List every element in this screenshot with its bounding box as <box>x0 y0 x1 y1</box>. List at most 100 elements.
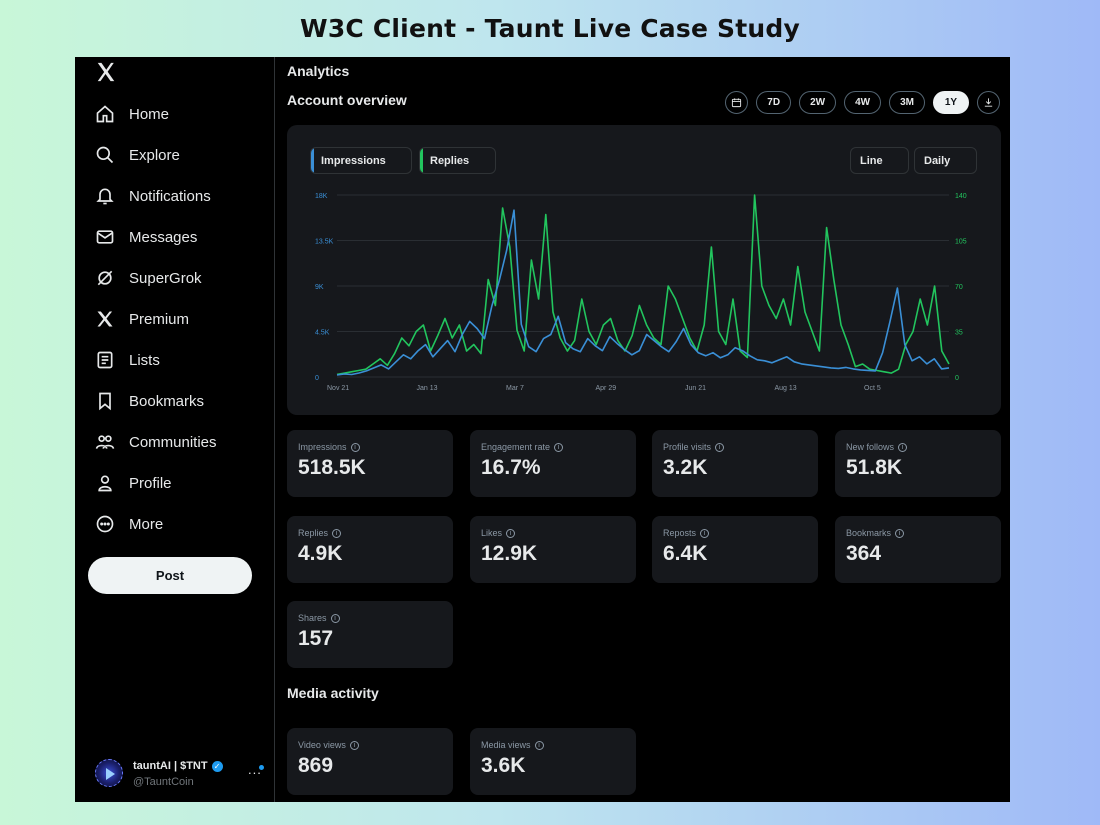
sidebar-item-label: Premium <box>129 310 190 328</box>
avatar <box>95 759 123 787</box>
sidebar-item-label: Profile <box>129 474 172 492</box>
export-button[interactable] <box>977 91 1000 114</box>
stat-label: Reposts <box>663 528 697 538</box>
sidebar: Home Explore Notifications Messages Supe… <box>75 57 275 802</box>
legend-label: Replies <box>430 154 470 167</box>
granularity-select[interactable]: Daily <box>914 147 977 174</box>
sidebar-item-label: Lists <box>129 351 160 369</box>
sidebar-item-notifications[interactable]: Notifications <box>95 184 211 208</box>
range-3m[interactable]: 3M <box>889 91 925 114</box>
info-icon[interactable]: i <box>895 528 905 538</box>
sidebar-item-supergrok[interactable]: SuperGrok <box>95 266 202 290</box>
home-icon <box>95 104 115 124</box>
info-icon[interactable]: i <box>700 528 710 538</box>
x-tick-label: Nov 21 <box>327 385 349 392</box>
list-icon <box>95 350 115 370</box>
range-selector: 7D 2W 4W 3M 1Y <box>725 91 1000 114</box>
post-button[interactable]: Post <box>88 557 252 594</box>
stat-card-video-views: Video views i 869 <box>287 728 453 795</box>
sidebar-item-bookmarks[interactable]: Bookmarks <box>95 389 204 413</box>
search-icon <box>95 145 115 165</box>
info-icon[interactable]: i <box>330 613 340 623</box>
stat-value: 364 <box>846 542 882 565</box>
range-4w[interactable]: 4W <box>844 91 882 114</box>
people-icon <box>95 432 115 452</box>
stat-label: Bookmarks <box>846 528 892 538</box>
stat-value: 518.5K <box>298 456 366 479</box>
banner-title: W3C Client - Taunt Live Case Study <box>300 14 800 43</box>
y-tick-label-left: 13.5K <box>315 239 334 246</box>
sidebar-item-explore[interactable]: Explore <box>95 143 180 167</box>
range-7d[interactable]: 7D <box>756 91 792 114</box>
stat-card-new-follows: New follows i 51.8K <box>835 430 1001 497</box>
stat-card-replies: Replies i 4.9K <box>287 516 453 583</box>
info-icon[interactable]: i <box>332 528 342 538</box>
x-tick-label: Aug 13 <box>775 385 797 392</box>
info-icon[interactable]: i <box>349 740 359 750</box>
legend-impressions[interactable]: Impressions <box>310 147 412 174</box>
sidebar-item-communities[interactable]: Communities <box>95 430 217 454</box>
granularity-label: Daily <box>924 154 951 167</box>
info-icon[interactable]: i <box>898 442 908 452</box>
replies-swatch <box>420 148 423 173</box>
x-logo-icon[interactable] <box>95 61 117 83</box>
stat-card-bookmarks: Bookmarks i 364 <box>835 516 1001 583</box>
chart-type-label: Line <box>860 154 883 167</box>
mail-icon <box>95 227 115 247</box>
sidebar-item-lists[interactable]: Lists <box>95 348 160 372</box>
app-window: Home Explore Notifications Messages Supe… <box>75 57 1010 802</box>
stat-value: 3.2K <box>663 456 708 479</box>
stat-card-likes: Likes i 12.9K <box>470 516 636 583</box>
stat-label: New follows <box>846 442 895 452</box>
stat-card-profile-visits: Profile visits i 3.2K <box>652 430 818 497</box>
y-tick-label-left: 0 <box>315 375 319 382</box>
stat-card-engagement-rate: Engagement rate i 16.7% <box>470 430 636 497</box>
range-2w[interactable]: 2W <box>799 91 837 114</box>
sidebar-item-premium[interactable]: Premium <box>95 307 189 331</box>
stat-value: 4.9K <box>298 542 343 565</box>
series-line-impressions <box>336 209 950 376</box>
info-icon[interactable]: i <box>506 528 516 538</box>
info-icon[interactable]: i <box>554 442 564 452</box>
chart-card: 0 0 4.5K 35 9K 70 13.5K 105 18K 140 Nov 21 Jan 13 Ma… <box>287 125 1001 415</box>
stat-value: 16.7% <box>481 456 541 479</box>
sidebar-item-home[interactable]: Home <box>95 102 169 126</box>
sidebar-item-messages[interactable]: Messages <box>95 225 197 249</box>
line-chart: 0 0 4.5K 35 9K 70 13.5K 105 18K 140 Nov 21 Jan 13 Ma… <box>315 193 967 392</box>
chart-type-select[interactable]: Line <box>850 147 909 174</box>
x-tick-label: Jun 21 <box>685 385 706 392</box>
y-tick-label-right: 140 <box>955 193 967 200</box>
sidebar-item-profile[interactable]: Profile <box>95 471 172 495</box>
more-options-icon[interactable]: ... <box>248 762 262 777</box>
stat-label: Video views <box>298 740 346 750</box>
info-icon[interactable]: i <box>350 442 360 452</box>
range-1y[interactable]: 1Y <box>933 91 969 114</box>
y-tick-label-right: 35 <box>955 330 963 337</box>
stat-card-shares: Shares i 157 <box>287 601 453 668</box>
section-title-media: Media activity <box>287 685 379 701</box>
legend-replies[interactable]: Replies <box>419 147 496 174</box>
stat-value: 51.8K <box>846 456 903 479</box>
y-tick-label-right: 0 <box>955 375 959 382</box>
stat-label: Media views <box>481 740 531 750</box>
stat-label: Impressions <box>298 442 347 452</box>
sidebar-item-more[interactable]: More <box>95 512 163 536</box>
sidebar-item-label: Explore <box>129 146 180 164</box>
sidebar-item-label: Home <box>129 105 170 123</box>
notification-dot <box>259 765 264 770</box>
stat-label: Likes <box>481 528 503 538</box>
calendar-button[interactable] <box>725 91 749 114</box>
stat-value: 157 <box>298 627 334 650</box>
x-tick-label: Jan 13 <box>417 385 438 392</box>
y-tick-label-left: 18K <box>315 193 328 200</box>
account-name: tauntAI | $TNT <box>133 760 208 772</box>
info-icon[interactable]: i <box>534 740 544 750</box>
info-icon[interactable]: i <box>715 442 725 452</box>
stat-label: Engagement rate <box>481 442 551 452</box>
x-tick-label: Oct 5 <box>864 385 881 392</box>
stat-card-media-views: Media views i 3.6K <box>470 728 636 795</box>
account-switcher[interactable]: tauntAI | $TNT ✓ @TauntCoin ... <box>95 757 270 791</box>
x-logo-icon <box>95 309 115 329</box>
stat-value: 3.6K <box>481 754 526 777</box>
sidebar-item-label: SuperGrok <box>129 269 202 287</box>
